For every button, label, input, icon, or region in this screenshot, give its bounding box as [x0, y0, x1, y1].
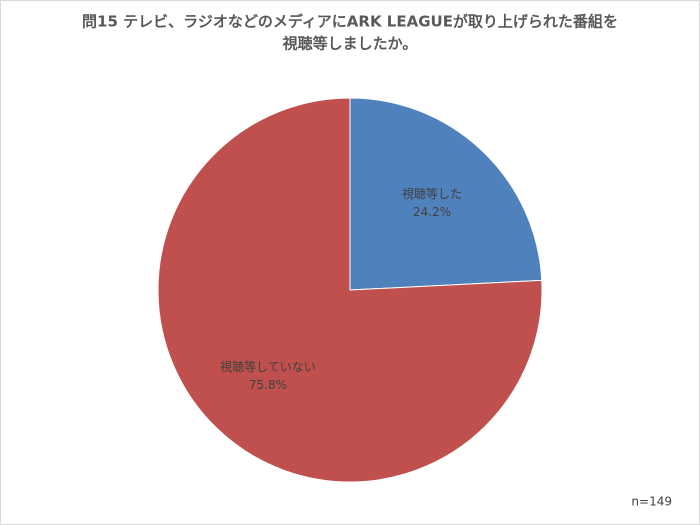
pie-slice: [349, 97, 543, 291]
chart-title: 問15 テレビ、ラジオなどのメディアにARK LEAGUEが取り上げられた番組を: [82, 13, 618, 31]
pie-slice: [157, 97, 543, 483]
slice-label: 視聴等した: [402, 186, 462, 201]
slice-label: 視聴等していない: [220, 359, 316, 374]
chart-title: 視聴等しましたか。: [282, 35, 418, 53]
slice-value-label: 75.8%: [249, 378, 287, 392]
slice-value-label: 24.2%: [413, 205, 451, 219]
sample-size-note: n=149: [631, 495, 672, 509]
